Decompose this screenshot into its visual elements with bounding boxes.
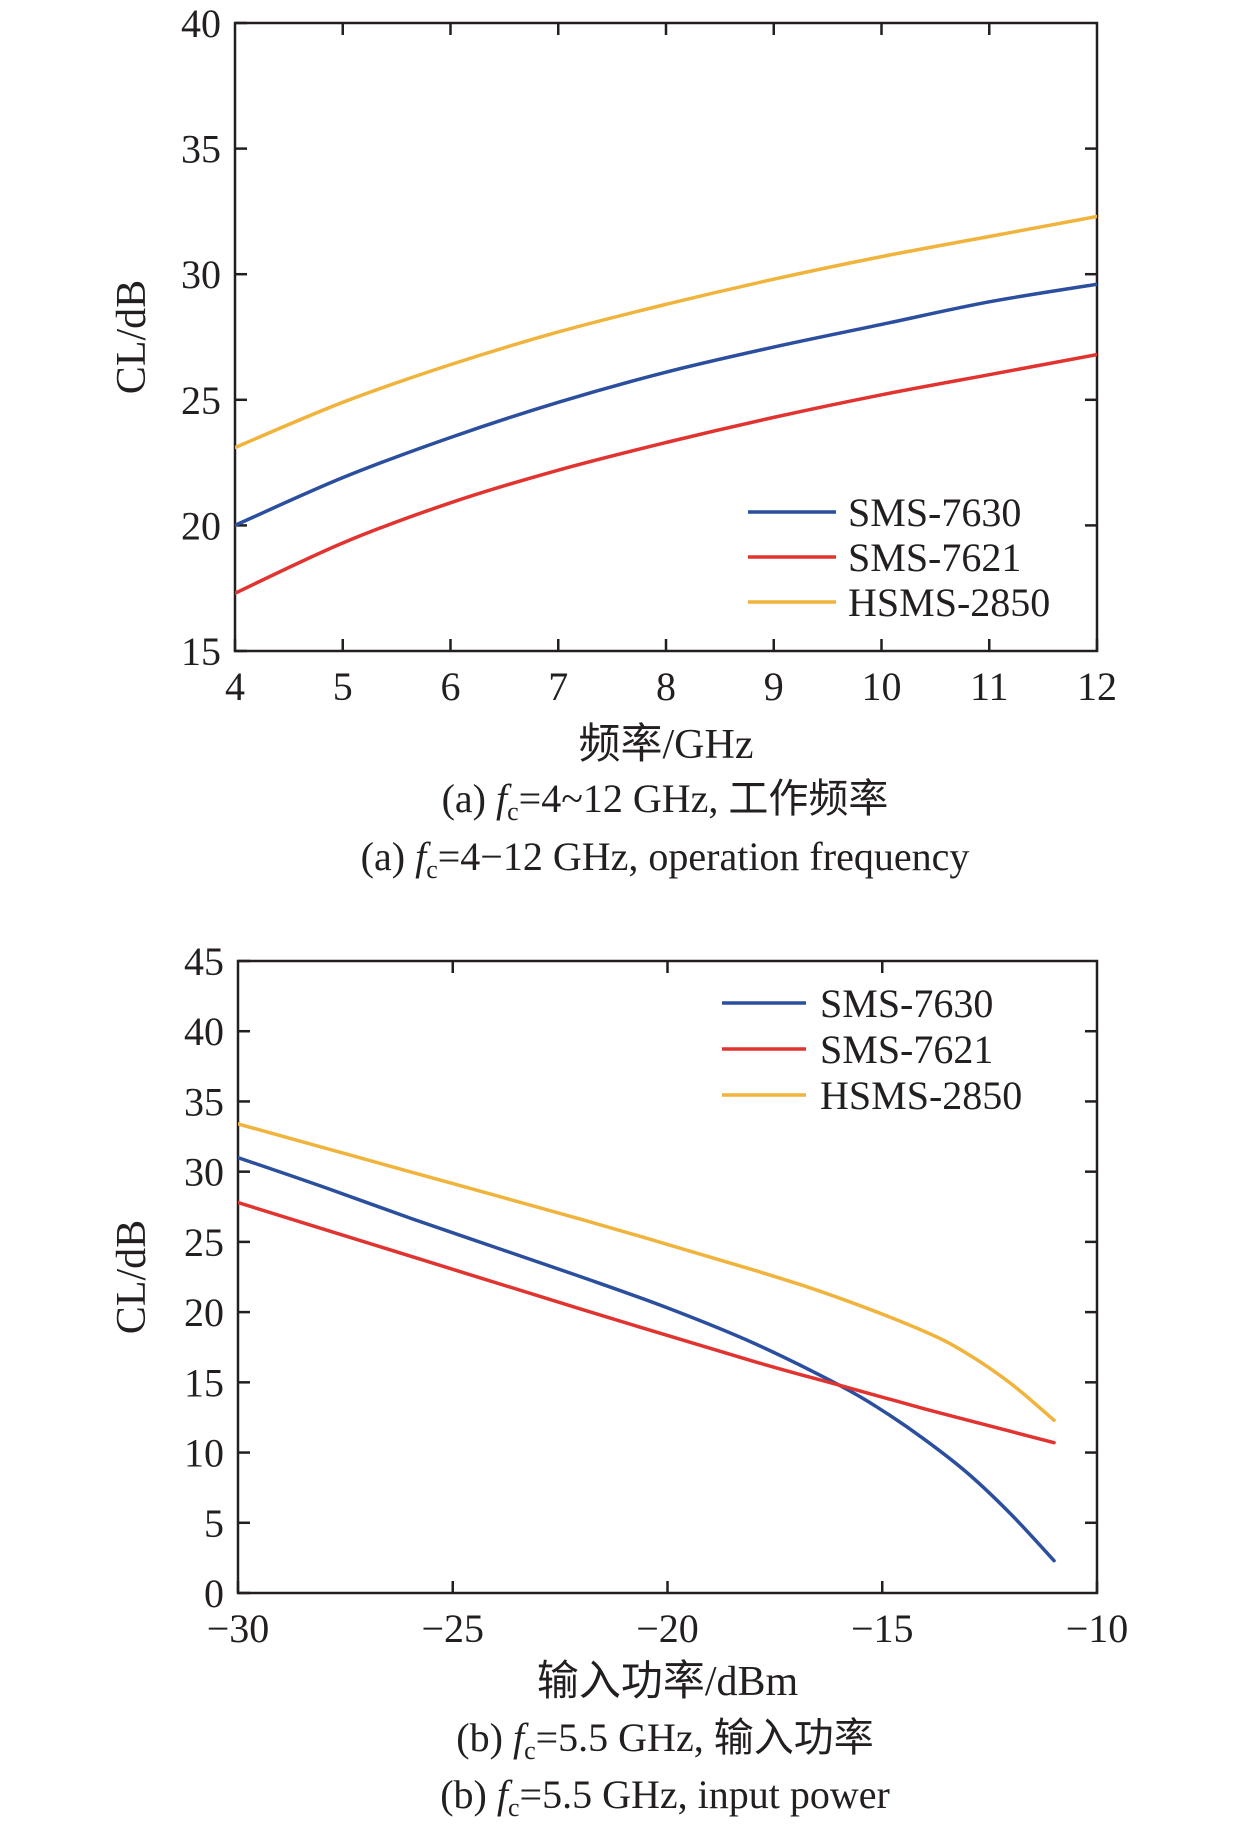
x-tick-label: 12 [1077,664,1117,709]
x-tick-label: 7 [548,664,568,709]
x-axis-label: 频率/GHz [579,721,754,768]
series-line-hsms-2850 [238,1122,1056,1422]
x-tick-label: 10 [862,664,902,709]
caption-rest: =4−12 GHz, operation frequency [438,834,970,879]
series-line-hsms-2850 [235,214,1097,450]
caption-subscript: c [507,797,519,826]
x-tick-label: 6 [441,664,461,709]
x-tick-label: 9 [764,664,784,709]
series-line-sms-7630 [235,282,1097,528]
caption-subscript: c [508,1793,520,1822]
x-tick-label: −20 [636,1606,699,1651]
caption-prefix: (a) [442,776,496,821]
x-tick-label: −30 [207,1606,270,1651]
y-tick-label: 5 [204,1501,224,1546]
caption-cn: (b) fc=5.5 GHz, 输入功率 [456,1715,873,1765]
caption-cn: (a) fc=4~12 GHz, 工作频率 [442,776,889,826]
legend-label: HSMS-2850 [848,580,1050,625]
caption-rest: =5.5 GHz, input power [520,1772,890,1817]
caption-prefix: (a) [361,834,415,879]
caption-subscript: c [524,1736,536,1765]
chart-input-power: 0 5 10 15 20 25 30 35 40 45 −30 −25 −20 −15 −10 CL/dB 输入… [109,939,1128,1822]
caption-subscript: c [426,855,438,884]
y-axis-label: CL/dB [109,1220,155,1334]
series-line-sms-7621 [238,1200,1056,1445]
legend-label: SMS-7621 [848,535,1021,580]
y-tick-label: 25 [184,1220,224,1265]
y-tick-label: 10 [184,1431,224,1476]
x-tick-label: −25 [421,1606,484,1651]
series-line-sms-7630 [238,1155,1056,1563]
x-tick-label: −10 [1066,1606,1129,1651]
caption-prefix: (b) [440,1772,497,1817]
caption-rest: =4~12 GHz, 工作频率 [519,776,889,821]
y-tick-label: 40 [184,1009,224,1054]
caption-en: (a) fc=4−12 GHz, operation frequency [361,834,970,884]
y-tick-label: 25 [181,378,221,423]
x-tick-label: 4 [225,664,245,709]
y-tick-label: 15 [184,1360,224,1405]
legend-label: SMS-7630 [848,490,1021,535]
x-tick-label: −15 [851,1606,914,1651]
y-tick-label: 40 [181,1,221,46]
x-tick-label: 5 [333,664,353,709]
legend-label: SMS-7630 [820,981,993,1026]
legend-label: HSMS-2850 [820,1073,1022,1118]
y-tick-label: 20 [184,1290,224,1335]
y-tick-label: 30 [181,252,221,297]
x-tick-label: 11 [970,664,1009,709]
caption-en: (b) fc=5.5 GHz, input power [440,1772,890,1822]
series-line-sms-7621 [235,352,1097,595]
caption-prefix: (b) [456,1715,513,1760]
y-tick-label: 45 [184,939,224,984]
y-tick-label: 0 [204,1571,224,1616]
y-tick-label: 15 [181,629,221,674]
y-tick-label: 20 [181,503,221,548]
y-tick-label: 30 [184,1150,224,1195]
legend-label: SMS-7621 [820,1027,993,1072]
x-tick-label: 8 [656,664,676,709]
y-tick-label: 35 [184,1079,224,1124]
caption-rest: =5.5 GHz, 输入功率 [536,1715,874,1760]
y-tick-label: 35 [181,127,221,172]
y-axis-label: CL/dB [109,280,155,394]
x-axis-label: 输入功率/dBm [537,1658,799,1705]
